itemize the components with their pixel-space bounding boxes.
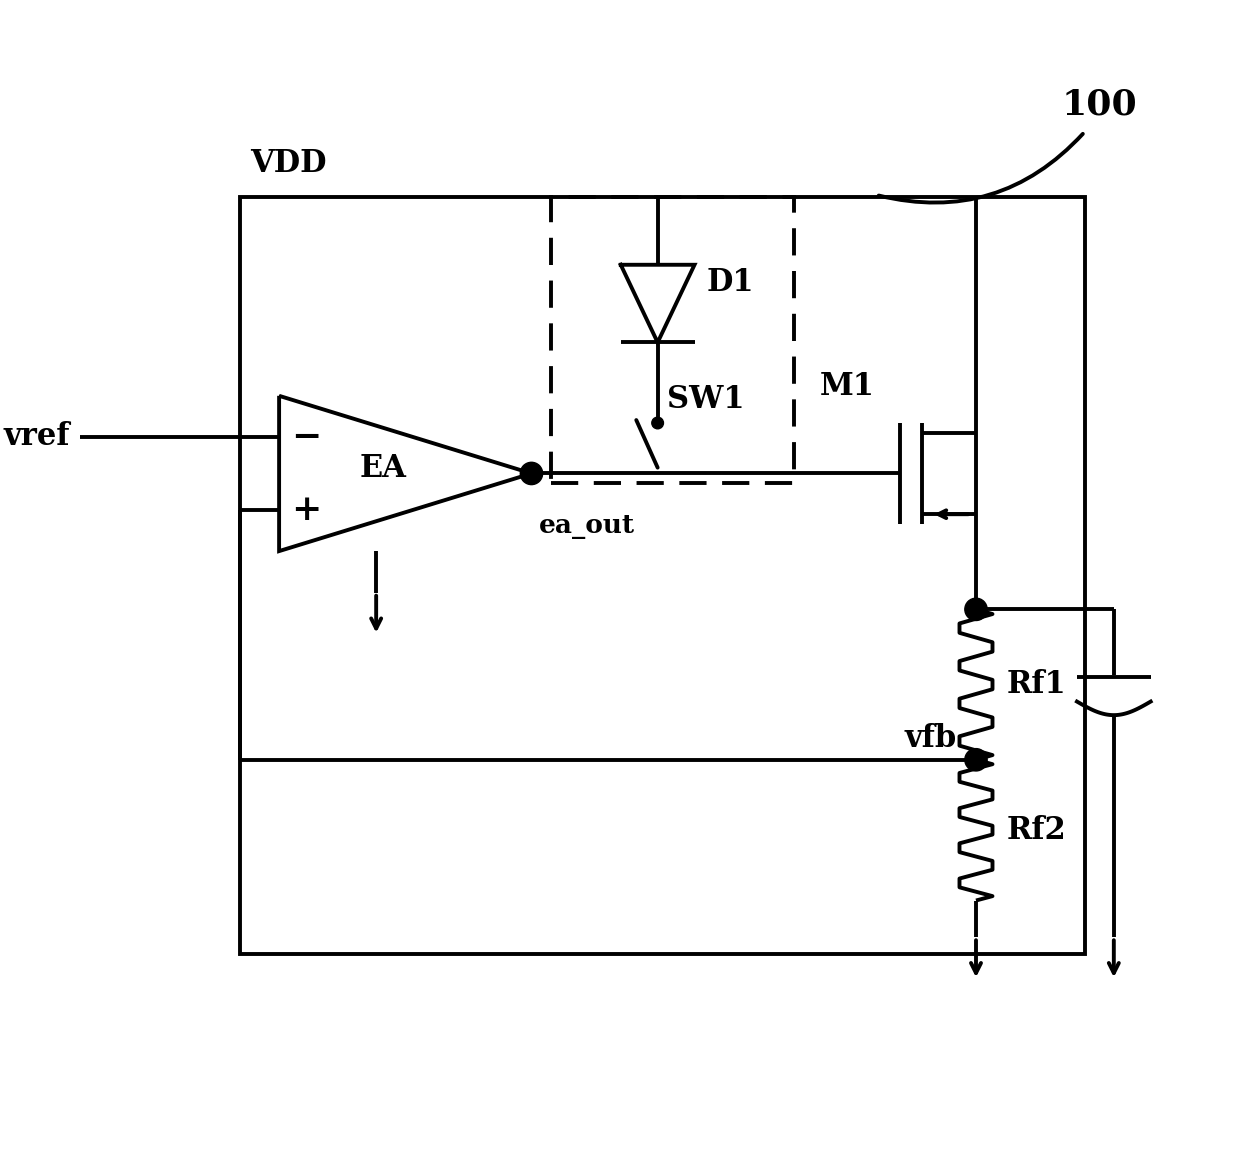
Circle shape — [965, 598, 987, 620]
Text: vfb: vfb — [904, 723, 956, 754]
Bar — [551, 197, 794, 483]
Text: +: + — [291, 494, 321, 528]
Text: Rf2: Rf2 — [1007, 814, 1066, 846]
Text: 100: 100 — [1061, 88, 1137, 122]
Text: vref: vref — [4, 421, 71, 452]
Text: SW1: SW1 — [667, 384, 745, 415]
Text: EA: EA — [360, 454, 407, 484]
Text: −: − — [291, 419, 321, 454]
Text: ea_out: ea_out — [539, 515, 635, 539]
Circle shape — [652, 417, 663, 429]
Circle shape — [965, 748, 987, 771]
Circle shape — [521, 462, 543, 484]
Text: M1: M1 — [820, 370, 874, 402]
Text: D1: D1 — [706, 267, 754, 297]
Text: Rf1: Rf1 — [1007, 669, 1066, 700]
Text: VDD: VDD — [250, 148, 326, 180]
Bar — [241, 197, 1085, 954]
